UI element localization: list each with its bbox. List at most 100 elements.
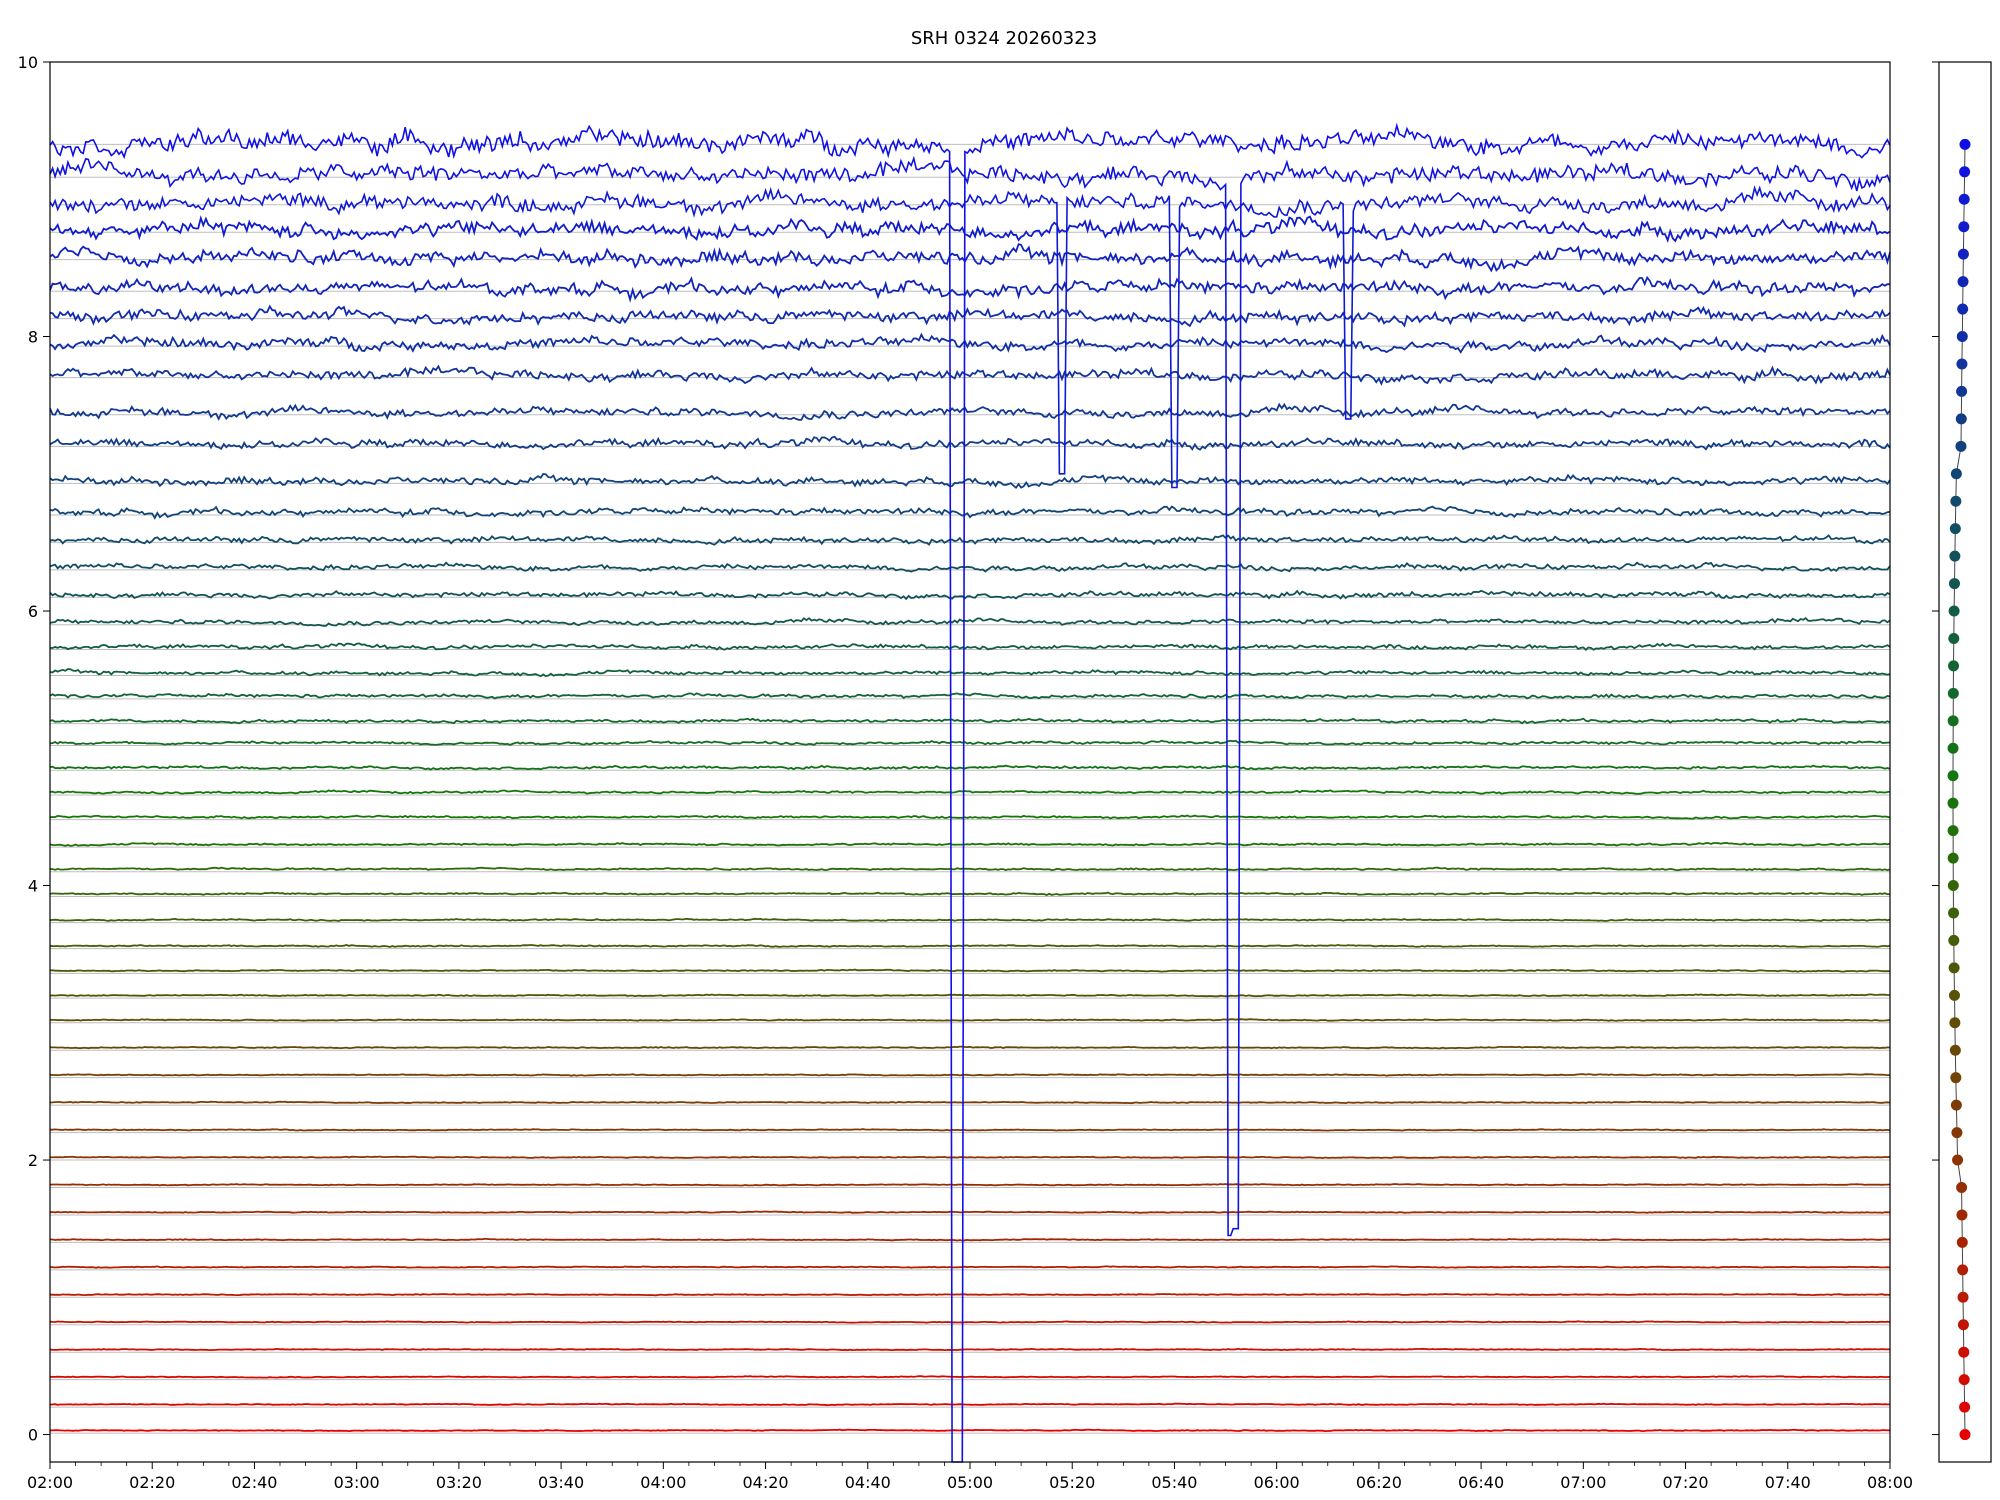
trace-series-34 bbox=[49, 534, 1891, 546]
trace-series-7 bbox=[50, 1238, 1891, 1242]
trace-series-24 bbox=[49, 789, 1891, 795]
x-tick-label: 04:00 bbox=[640, 1473, 686, 1492]
trace-series-38 bbox=[49, 402, 1891, 421]
side-dot bbox=[1948, 962, 1960, 974]
trace-series-30 bbox=[50, 642, 1891, 652]
side-dot bbox=[1958, 221, 1970, 233]
side-dot bbox=[1957, 1319, 1969, 1331]
trace-series-8 bbox=[49, 1210, 1891, 1214]
side-dot bbox=[1957, 1291, 1969, 1303]
trace-series-43 bbox=[49, 243, 1891, 273]
y-tick-label: 10 bbox=[18, 53, 38, 72]
chart-title: SRH 0324 20260323 bbox=[911, 28, 1097, 49]
trace-series-45 bbox=[49, 185, 1891, 489]
trace-series-2 bbox=[49, 1375, 1891, 1379]
trace-series-42 bbox=[49, 275, 1890, 303]
x-axis: 02:00 02:20 02:40 03:00 03:20 03:40 04:00 04:20… bbox=[27, 1462, 1913, 1492]
x-tick-label: 02:20 bbox=[129, 1473, 175, 1492]
side-dot bbox=[1955, 440, 1967, 452]
side-dot bbox=[1948, 632, 1960, 644]
x-tick-label: 06:20 bbox=[1356, 1473, 1402, 1492]
trace-series-17 bbox=[49, 968, 1891, 973]
trace-series-27 bbox=[49, 717, 1891, 725]
side-dot bbox=[1948, 578, 1960, 590]
side-dot bbox=[1959, 166, 1971, 178]
trace-series-23 bbox=[49, 814, 1891, 820]
x-tick-label: 08:00 bbox=[1867, 1473, 1913, 1492]
trace-series-26 bbox=[49, 739, 1891, 746]
side-dot bbox=[1947, 742, 1959, 754]
side-dot bbox=[1950, 1099, 1962, 1111]
side-panel-frame bbox=[1938, 61, 1992, 1463]
trace-series-47 bbox=[49, 122, 1891, 1463]
side-dot bbox=[1950, 468, 1962, 480]
plot-area bbox=[49, 122, 1891, 1463]
x-tick-label: 02:00 bbox=[27, 1473, 73, 1492]
trace-series-20 bbox=[49, 891, 1891, 896]
side-dot bbox=[1957, 1264, 1969, 1276]
y-axis: 0 2 4 6 8 10 bbox=[18, 53, 1939, 1445]
trace-series-13 bbox=[49, 1073, 1890, 1077]
trace-series-21 bbox=[49, 866, 1891, 872]
trace-series-16 bbox=[49, 993, 1891, 998]
x-tick-label: 06:40 bbox=[1458, 1473, 1504, 1492]
side-dot bbox=[1956, 1209, 1968, 1221]
side-dot bbox=[1947, 852, 1959, 864]
side-panel bbox=[1938, 61, 1992, 1463]
trace-series-1 bbox=[49, 1402, 1890, 1407]
trace-series-28 bbox=[49, 692, 1891, 700]
trace-series-37 bbox=[49, 435, 1891, 451]
side-dot bbox=[1956, 331, 1968, 343]
side-dot bbox=[1947, 715, 1959, 727]
trace-series-12 bbox=[49, 1100, 1891, 1105]
trace-series-4 bbox=[49, 1320, 1891, 1324]
side-dot bbox=[1958, 1346, 1970, 1358]
side-dot bbox=[1958, 193, 1970, 205]
side-dot bbox=[1948, 660, 1960, 672]
trace-series-25 bbox=[49, 764, 1891, 771]
plot-frame bbox=[49, 61, 1891, 1463]
side-dot bbox=[1959, 1429, 1971, 1441]
trace-series-29 bbox=[49, 668, 1891, 678]
trace-series-0 bbox=[49, 1428, 1891, 1433]
x-tick-label: 03:20 bbox=[436, 1473, 482, 1492]
side-dot bbox=[1948, 907, 1960, 919]
trace-series-31 bbox=[49, 616, 1891, 627]
side-dot bbox=[1958, 1374, 1970, 1386]
trace-series-44 bbox=[49, 215, 1891, 244]
y-tick-label: 6 bbox=[28, 602, 38, 621]
trace-series-18 bbox=[49, 943, 1891, 948]
side-dot bbox=[1956, 1181, 1968, 1193]
side-dot bbox=[1949, 1017, 1961, 1029]
x-tick-label: 05:40 bbox=[1151, 1473, 1197, 1492]
side-dot bbox=[1949, 550, 1961, 562]
side-dot bbox=[1956, 385, 1968, 397]
x-tick-label: 06:00 bbox=[1254, 1473, 1300, 1492]
trace-series-19 bbox=[49, 917, 1891, 922]
side-dot bbox=[1959, 138, 1971, 150]
side-dot bbox=[1959, 1401, 1971, 1413]
trace-series-35 bbox=[49, 505, 1891, 520]
x-tick-label: 04:20 bbox=[743, 1473, 789, 1492]
x-tick-label: 05:00 bbox=[947, 1473, 993, 1492]
side-dot bbox=[1949, 523, 1961, 535]
side-dot bbox=[1956, 1236, 1968, 1248]
trace-series-11 bbox=[50, 1128, 1891, 1132]
x-tick-label: 02:40 bbox=[231, 1473, 277, 1492]
side-dot bbox=[1955, 413, 1967, 425]
y-tick-label: 2 bbox=[28, 1151, 38, 1170]
side-dot bbox=[1951, 1127, 1963, 1139]
x-tick-label: 04:40 bbox=[845, 1473, 891, 1492]
y-tick-label: 4 bbox=[28, 877, 38, 896]
side-dot bbox=[1950, 1072, 1962, 1084]
trace-series-40 bbox=[49, 332, 1891, 354]
side-dot bbox=[1957, 276, 1969, 288]
trace-series-39 bbox=[49, 364, 1891, 386]
x-tick-label: 03:00 bbox=[334, 1473, 380, 1492]
x-tick-label: 07:40 bbox=[1765, 1473, 1811, 1492]
side-dots bbox=[1947, 138, 1971, 1441]
side-dot bbox=[1947, 797, 1959, 809]
side-dot bbox=[1956, 358, 1968, 370]
side-dot bbox=[1948, 934, 1960, 946]
